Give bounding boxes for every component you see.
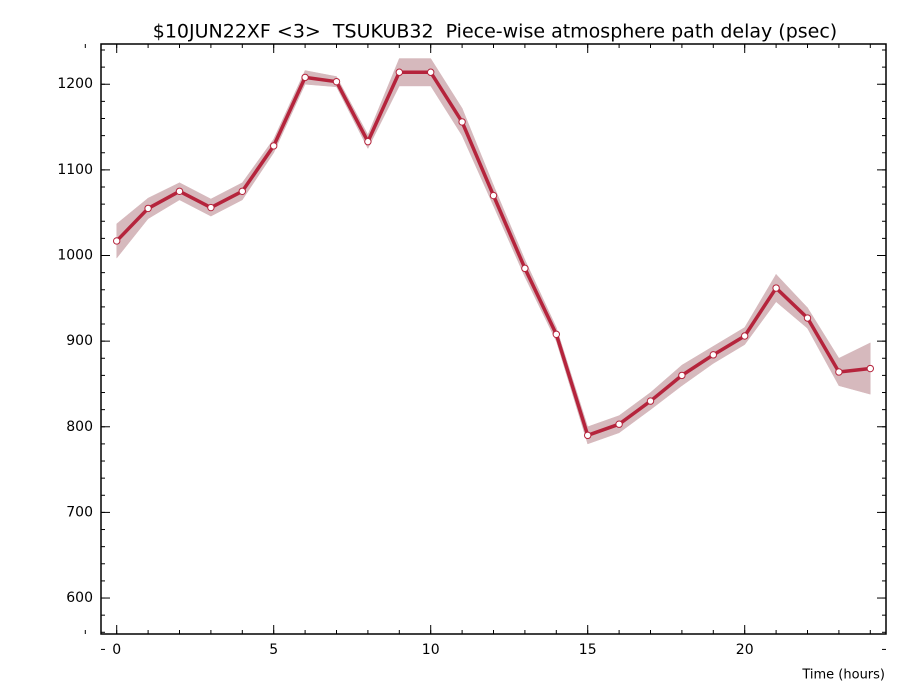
data-point bbox=[207, 203, 215, 212]
y-tick-label: 600 bbox=[66, 590, 93, 606]
data-point bbox=[144, 204, 152, 213]
data-point bbox=[175, 187, 184, 195]
data-point bbox=[803, 314, 812, 322]
y-tick-label: 1200 bbox=[57, 76, 93, 92]
data-point bbox=[835, 368, 843, 376]
data-point bbox=[584, 431, 592, 440]
data-point bbox=[521, 264, 529, 273]
y-tick-label: 800 bbox=[66, 419, 93, 435]
data-point bbox=[552, 330, 560, 338]
y-tick-label: 1100 bbox=[57, 162, 93, 178]
x-axis-label: Time (hours) bbox=[801, 668, 885, 683]
y-tick-label: 1000 bbox=[57, 248, 93, 264]
data-point bbox=[427, 68, 435, 76]
data-point bbox=[615, 420, 623, 428]
x-tick-label: 0 bbox=[112, 642, 121, 658]
x-tick-label: 10 bbox=[422, 642, 440, 658]
data-point bbox=[238, 187, 247, 195]
error-band bbox=[116, 197, 149, 259]
data-point bbox=[678, 371, 686, 380]
data-point bbox=[113, 237, 121, 245]
data-point bbox=[741, 332, 749, 340]
data-point bbox=[458, 118, 466, 126]
x-tick-label: 20 bbox=[736, 642, 754, 658]
data-point bbox=[332, 77, 341, 86]
data-line bbox=[115, 70, 871, 438]
data-point bbox=[301, 73, 309, 82]
data-point bbox=[270, 142, 278, 150]
data-point bbox=[709, 351, 717, 359]
data-point bbox=[395, 68, 403, 76]
plot-frame bbox=[100, 43, 887, 635]
data-point bbox=[866, 364, 874, 373]
y-tick-label: 900 bbox=[66, 333, 93, 349]
x-tick-label: 15 bbox=[579, 642, 597, 658]
x-tick-label: 5 bbox=[269, 642, 278, 658]
data-point bbox=[364, 137, 372, 146]
y-tick-label: 700 bbox=[66, 504, 93, 520]
data-point bbox=[772, 284, 780, 292]
data-point bbox=[489, 191, 498, 200]
chart-title: $10JUN22XF <3> TSUKUB32 Piece-wise atmos… bbox=[153, 21, 837, 43]
data-point bbox=[646, 397, 655, 405]
